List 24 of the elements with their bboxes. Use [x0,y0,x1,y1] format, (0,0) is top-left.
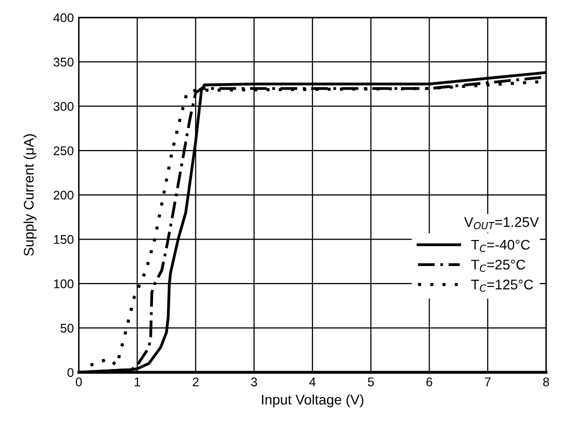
y-tick-label: 300 [54,102,74,111]
legend-label: T$_{C}$=-40°C [471,240,530,252]
y-tick-label: 350 [54,58,74,67]
y-tick-label: 200 [54,190,74,200]
y-tick-label: 100 [54,279,74,288]
legend-label: T$_{C}$=25°C [471,260,526,272]
y-axis-title: Supply Current (μA) [23,134,36,256]
x-axis-title: Input Voltage (V) [262,394,364,408]
y-tick-label: 400 [53,13,74,22]
y-tick-label: 0 [67,368,74,377]
y-tick-label: 250 [54,146,74,156]
x-tick-label: 1 [134,378,140,386]
y-tick-label: 150 [54,235,74,244]
x-tick-label: 3 [251,377,257,386]
x-tick-label: 7 [484,378,491,386]
x-tick-label: 0 [76,377,82,386]
x-tick-label: 6 [426,377,432,386]
x-tick-label: 8 [543,377,550,386]
x-tick-label: 4 [309,378,316,386]
x-tick-label: 5 [368,378,374,386]
y-tick-label: 50 [60,324,74,333]
annotation: V$_{OUT}$=1.25V [464,217,539,230]
x-tick-label: 2 [192,377,198,386]
legend-label: T$_{C}$=125°C [471,280,533,292]
